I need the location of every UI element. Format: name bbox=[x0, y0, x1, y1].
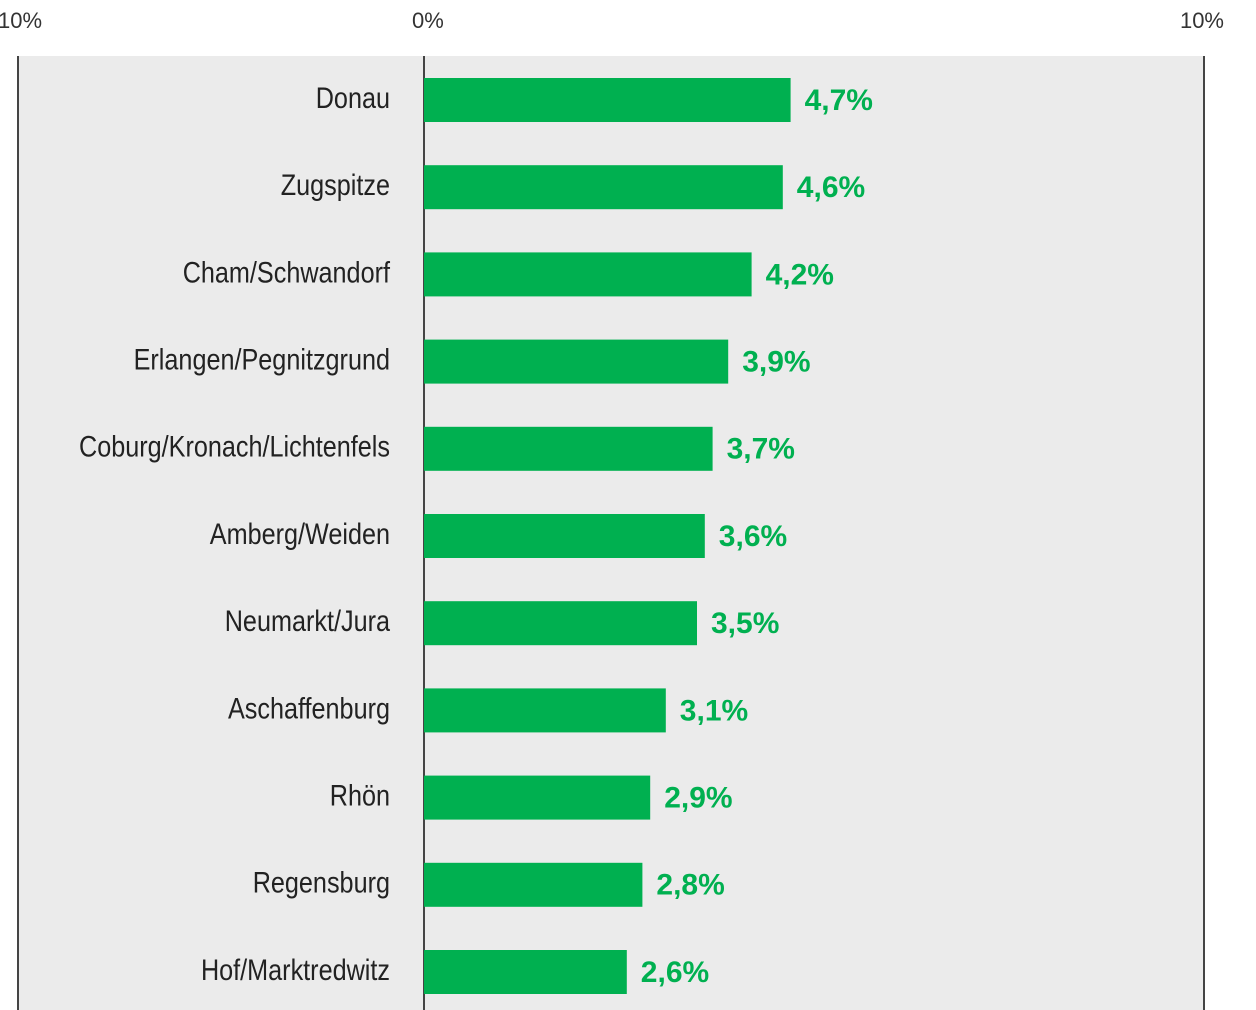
bar bbox=[424, 775, 651, 820]
bar bbox=[424, 688, 666, 733]
y-tick-label: Neumarkt/Jura bbox=[225, 605, 391, 638]
y-tick-label: Donau bbox=[316, 82, 390, 115]
x-tick-label: 10% bbox=[1180, 8, 1224, 33]
bar bbox=[424, 252, 752, 297]
y-tick-label: Amberg/Weiden bbox=[210, 518, 390, 551]
value-label: 3,1% bbox=[680, 694, 748, 727]
value-label: 3,6% bbox=[719, 520, 787, 553]
value-label: 4,7% bbox=[805, 84, 873, 117]
bar bbox=[424, 426, 713, 471]
y-tick-label: Rhön bbox=[330, 780, 390, 813]
y-tick-label: Erlangen/Pegnitzgrund bbox=[134, 344, 390, 377]
value-label: 3,9% bbox=[742, 346, 810, 379]
y-tick-label: Regensburg bbox=[253, 867, 390, 900]
bar bbox=[424, 514, 705, 558]
x-tick-label: 0% bbox=[412, 8, 444, 33]
value-label: 3,5% bbox=[711, 607, 779, 640]
bar bbox=[424, 862, 643, 907]
bar bbox=[424, 165, 783, 210]
y-tick-label: Zugspitze bbox=[281, 169, 390, 202]
y-tick-label: Coburg/Kronach/Lichtenfels bbox=[79, 431, 390, 464]
value-label: 2,9% bbox=[664, 782, 732, 815]
y-tick-label: Cham/Schwandorf bbox=[183, 256, 391, 289]
bar bbox=[424, 78, 791, 122]
value-label: 4,2% bbox=[766, 258, 834, 291]
bar bbox=[424, 601, 697, 646]
y-tick-label: Hof/Marktredwitz bbox=[201, 954, 390, 987]
value-label: 3,7% bbox=[727, 433, 795, 466]
bar bbox=[424, 950, 627, 994]
value-label: 2,8% bbox=[656, 869, 724, 902]
bar bbox=[424, 339, 729, 384]
left-tick-label: 10% bbox=[0, 8, 42, 33]
value-label: 2,6% bbox=[641, 956, 709, 989]
y-tick-label: Aschaffenburg bbox=[228, 692, 390, 725]
value-label: 4,6% bbox=[797, 171, 865, 204]
